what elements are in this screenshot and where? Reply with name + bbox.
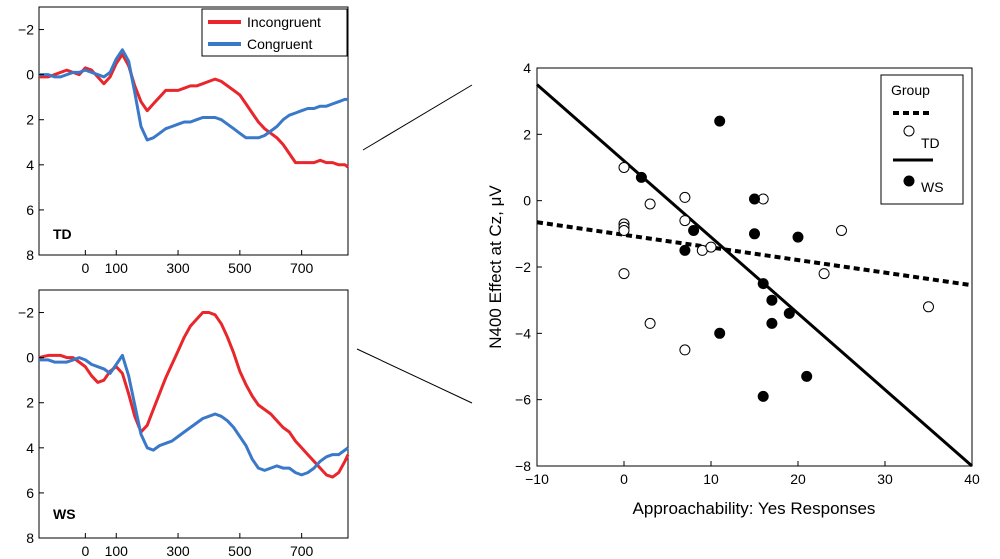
ws-data-point [801, 370, 813, 382]
ws-data-point [757, 390, 769, 402]
scatter-legend-title: Group [891, 82, 930, 98]
ws-x-tick-label: 0 [81, 543, 89, 559]
ws-data-point [714, 115, 726, 127]
ws-data-point [749, 228, 760, 240]
td-y-tick-label: 8 [26, 247, 34, 263]
ws-x-ticks: 0 100 300 500 700 [81, 533, 314, 559]
ws-y-tick-label: 0 [26, 350, 34, 366]
ws-data-point [783, 307, 795, 319]
scatter-x-ticks: −10 0 10 20 30 40 [525, 461, 980, 487]
td-data-point [618, 162, 630, 173]
td-x-tick-label: 100 [105, 260, 129, 276]
scatter-y-tick-label: 4 [523, 60, 531, 76]
ws-congruent-line [39, 353, 349, 477]
td-erp-panel: −2 0 2 4 6 8 0 100 300 500 700 TD Incongruent Con… [18, 6, 349, 276]
ws-x-tick-label: 500 [228, 543, 252, 559]
ws-data-point [766, 317, 778, 329]
scatter-y-ticks: −8 −6 −4 −2 0 2 4 [515, 60, 542, 474]
td-legend: Incongruent Congruent [201, 8, 348, 57]
scatter-panel: −8 −6 −4 −2 0 2 4 −10 0 10 20 30 40 Approachability… [486, 60, 980, 518]
scatter-y-axis-label: N400 Effect at Cz, μV [486, 185, 505, 349]
ws-y-tick-label: 4 [26, 440, 34, 456]
ws-plot-frame [38, 289, 349, 539]
ws-data-point [714, 327, 726, 339]
td-x-tick-label: 300 [166, 260, 190, 276]
td-data-point [644, 317, 656, 329]
ws-x-tick-label: 700 [290, 543, 314, 559]
td-x-tick-label: 500 [228, 260, 252, 276]
td-data-point [818, 268, 830, 280]
scatter-y-tick-label: 0 [523, 193, 531, 209]
legend-ws-marker [903, 175, 915, 187]
td-y-tick-label: 4 [26, 157, 34, 173]
scatter-x-tick-label: 10 [703, 471, 719, 487]
scatter-y-tick-label: −2 [515, 259, 531, 275]
scatter-x-tick-label: 20 [790, 471, 806, 487]
ws-y-tick-label: −2 [18, 305, 34, 321]
ws-data-point [679, 244, 691, 256]
td-data-point [644, 198, 656, 210]
ws-y-tick-label: 6 [26, 485, 34, 501]
scatter-x-tick-label: −10 [525, 471, 549, 487]
ws-data-point [792, 231, 804, 243]
legend-ws-label: WS [921, 179, 944, 195]
ws-data-point [688, 225, 700, 236]
ws-data-point [757, 278, 769, 290]
scatter-x-tick-label: 0 [620, 471, 628, 487]
connector-line-ws [356, 348, 473, 404]
scatter-x-axis-label: Approachability: Yes Responses [633, 499, 876, 518]
scatter-y-tick-label: −4 [515, 325, 531, 341]
ws-y-tick-label: 2 [26, 395, 34, 411]
td-y-tick-label: 2 [26, 112, 34, 128]
legend-label-incongruent: Incongruent [247, 14, 321, 30]
legend-label-congruent: Congruent [247, 36, 312, 52]
ws-y-tick-label: 8 [26, 530, 34, 546]
td-x-tick-label: 0 [81, 260, 89, 276]
scatter-x-tick-label: 40 [964, 471, 980, 487]
td-panel-label: TD [53, 226, 72, 242]
scatter-legend-box [880, 74, 964, 205]
scatter-points [618, 115, 934, 402]
td-y-tick-label: 0 [26, 67, 34, 83]
scatter-y-tick-label: 2 [523, 126, 531, 142]
td-y-ticks: −2 0 2 4 6 8 [18, 22, 44, 263]
td-regression-line [536, 220, 973, 288]
td-data-point [618, 225, 630, 236]
ws-data-point [635, 171, 647, 183]
td-x-ticks: 0 100 300 500 700 [81, 250, 314, 276]
td-data-point [923, 301, 934, 313]
ws-erp-panel: −2 0 2 4 6 8 0 100 300 500 700 WS [18, 289, 350, 559]
td-data-point [836, 225, 847, 236]
td-data-point [705, 241, 717, 253]
ws-x-tick-label: 100 [105, 543, 129, 559]
td-legend-box [201, 8, 348, 57]
ws-y-ticks: −2 0 2 4 6 8 [18, 305, 44, 546]
scatter-y-tick-label: −6 [515, 392, 531, 408]
ws-series-layer [38, 311, 350, 479]
td-data-point [679, 191, 691, 203]
scatter-legend: Group TD WS [880, 74, 964, 205]
ws-x-tick-label: 300 [166, 543, 190, 559]
td-data-point [618, 268, 630, 280]
scatter-fit-lines [536, 83, 973, 468]
td-series-layer [39, 48, 349, 169]
ws-data-point [749, 193, 760, 205]
legend-td-marker [903, 125, 915, 137]
td-y-tick-label: 6 [26, 202, 34, 218]
td-x-tick-label: 700 [290, 260, 314, 276]
scatter-y-tick-label: −8 [515, 458, 531, 474]
legend-td-label: TD [921, 135, 940, 151]
connector-line-td [362, 84, 473, 151]
td-data-point [679, 215, 691, 227]
ws-regression-line [536, 83, 973, 468]
scatter-x-tick-label: 30 [877, 471, 893, 487]
ws-panel-label: WS [53, 506, 76, 522]
ws-incongruent-line [38, 311, 350, 479]
td-y-tick-label: −2 [18, 22, 34, 38]
ws-data-point [766, 294, 778, 306]
td-data-point [679, 344, 691, 356]
td-congruent-line [39, 48, 348, 142]
